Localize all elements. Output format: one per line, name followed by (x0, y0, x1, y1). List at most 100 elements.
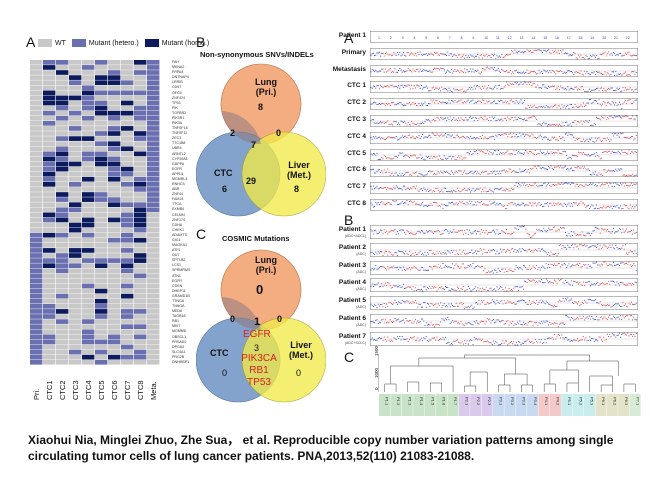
cnv-point (551, 85, 553, 88)
cnv-point (479, 266, 481, 268)
cnv-point (588, 265, 590, 267)
cnv-point (622, 245, 624, 247)
cnv-point (456, 187, 458, 190)
heatmap-cell (43, 359, 56, 365)
cnv-point (578, 71, 580, 73)
cnv-point (628, 137, 630, 139)
cnv-point (440, 157, 442, 159)
cnv-point (582, 168, 584, 170)
cnv-point (448, 54, 450, 56)
cnv-point (615, 116, 617, 118)
cnv-point (491, 202, 493, 204)
cnv-point (612, 206, 614, 208)
cnv-point (376, 339, 378, 341)
cnv-point (454, 68, 456, 70)
cnv-point (536, 168, 538, 170)
cnv-point (437, 117, 439, 119)
cnv-point (417, 268, 419, 270)
cnv-point (370, 321, 372, 323)
heatmap-cell (56, 110, 69, 116)
cnv-point (472, 252, 474, 254)
cnv-point (404, 202, 406, 204)
cnv-point (428, 119, 430, 121)
cnv-point (533, 49, 535, 51)
cnv-point (444, 317, 446, 319)
cnv-point (434, 67, 436, 69)
cnv-point (408, 338, 410, 340)
cnv-point (405, 85, 407, 87)
heatmap-cell (69, 273, 82, 279)
cnv-point (542, 230, 544, 232)
cnv-point (402, 300, 404, 303)
cnv-point (468, 200, 470, 202)
cnv-point (561, 152, 563, 154)
cnv-point (450, 68, 452, 70)
heatmap-cell (95, 334, 108, 340)
cnv-point (510, 117, 512, 119)
heatmap-cell (56, 283, 69, 289)
cnv-point (482, 288, 484, 290)
cnv-point (512, 171, 514, 173)
heatmap-cell (108, 156, 121, 162)
cnv-point (402, 265, 404, 268)
cnv-point (438, 155, 440, 157)
cnv-point (477, 264, 479, 266)
cnv-point (573, 136, 575, 138)
cnv-point (420, 135, 422, 137)
cnv-point (635, 134, 637, 136)
cnv-point (411, 188, 413, 190)
cnv-point (562, 136, 564, 138)
cnv-point (520, 203, 522, 205)
heatmap-cell (82, 339, 95, 345)
dendro-leaf-label: P3.2 (510, 397, 515, 406)
cnv-point (537, 304, 539, 306)
cnv-point (416, 55, 418, 57)
cnv-point (557, 139, 559, 141)
cnv-point (596, 246, 598, 248)
cnv-point (489, 188, 491, 191)
cnv-point (550, 86, 552, 88)
cnv-point (494, 66, 496, 68)
heatmap-cell (69, 187, 82, 192)
heatmap-cell (43, 80, 56, 86)
heatmap-cell (134, 90, 147, 96)
cnv-point (588, 233, 590, 235)
cnv-point (600, 339, 602, 341)
cnv-point (528, 340, 530, 342)
cnv-point (591, 103, 593, 105)
venn-b-lung-only-count: 8 (258, 102, 264, 112)
heatmap-cell (69, 227, 82, 233)
cnv-point (579, 56, 581, 58)
cnv-point (434, 134, 436, 136)
heatmap-cell (56, 75, 69, 80)
cnv-point (424, 189, 426, 191)
heatmap-cell (147, 176, 160, 182)
gene-label: ZNF474 (172, 95, 185, 100)
cnv-point (413, 254, 415, 256)
cnv-point (436, 336, 438, 338)
cnv-point (456, 322, 458, 324)
cnv-point (509, 132, 511, 134)
heatmap-cell (30, 293, 43, 299)
cnv-point (556, 230, 558, 232)
cnv-point (514, 202, 516, 204)
cnv-point (371, 103, 373, 105)
cnv-point (370, 202, 372, 204)
cnv-point (509, 69, 511, 71)
cnv-point (592, 230, 594, 232)
cnv-point (572, 170, 574, 172)
heatmap-cell (108, 217, 121, 223)
cnv-point (424, 325, 426, 327)
cnv-point (460, 288, 462, 290)
cnv-point (632, 335, 634, 337)
cnv-point (630, 333, 632, 335)
cnv-point (569, 88, 571, 90)
cnv-point (470, 150, 472, 152)
heatmap-cell (121, 248, 134, 253)
cnv-point (485, 88, 487, 90)
cnv-point (539, 250, 541, 252)
cnv-point (448, 318, 450, 320)
cnv-point (611, 185, 613, 188)
heatmap-cell (82, 141, 95, 147)
cnv-point (473, 251, 475, 253)
